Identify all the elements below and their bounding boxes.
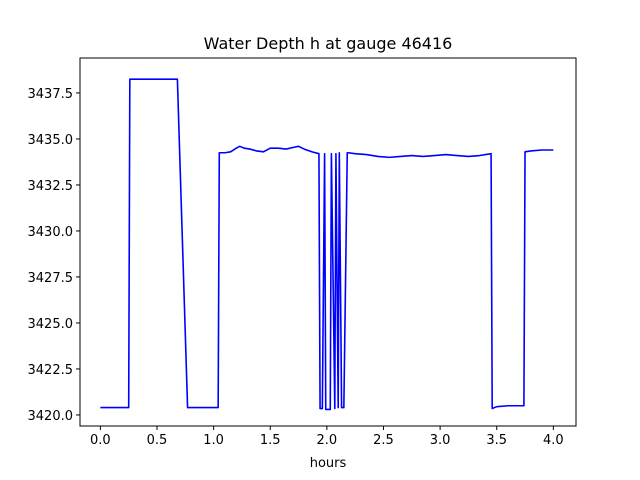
y-tick-label: 3422.5: [28, 363, 74, 378]
y-tick-label: 3430.0: [28, 225, 74, 240]
x-tick-label: 3.0: [430, 433, 451, 448]
x-tick-label: 1.0: [203, 433, 224, 448]
x-axis: 0.0 0.5 1.0 1.5 2.0 2.5 3.0 3.5 4.0: [90, 426, 564, 448]
x-tick-label: 2.0: [317, 433, 338, 448]
y-tick-label: 3432.5: [28, 179, 74, 194]
x-tick-label: 1.5: [260, 433, 281, 448]
series-layer: [100, 78, 554, 411]
chart-title: Water Depth h at gauge 46416: [204, 34, 453, 53]
x-tick-label: 0.0: [90, 433, 111, 448]
x-tick-label: 2.5: [373, 433, 394, 448]
y-tick-label: 3435.0: [28, 133, 74, 148]
y-tick-label: 3425.0: [28, 317, 74, 332]
plot-area-frame: [79, 57, 577, 427]
x-tick-label: 4.0: [543, 433, 564, 448]
x-tick-label: 3.5: [486, 433, 507, 448]
y-tick-label: 3427.5: [28, 271, 74, 286]
y-tick-label: 3437.5: [28, 87, 74, 102]
x-axis-label: hours: [310, 456, 347, 471]
y-axis: 3420.0 3422.5 3425.0 3427.5 3430.0 3432.5 3435…: [28, 87, 80, 424]
x-tick-label: 0.5: [147, 433, 168, 448]
series-line: [100, 78, 554, 411]
y-tick-label: 3420.0: [28, 409, 74, 424]
